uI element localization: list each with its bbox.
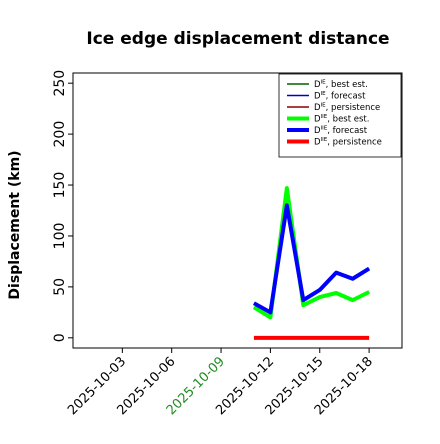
y-tick-label: 250 xyxy=(52,70,68,97)
plot-frame xyxy=(72,72,403,349)
legend-name: , forecast xyxy=(327,126,367,136)
legend-label: DIE, persistence xyxy=(314,103,380,114)
legend-name: , persistence xyxy=(326,103,381,113)
legend-symbol: D xyxy=(314,115,321,125)
legend-superscript: IE xyxy=(321,91,327,97)
data-line xyxy=(252,203,371,315)
legend-superscript: IIE xyxy=(321,114,328,120)
y-tick-label: 150 xyxy=(52,172,68,199)
legend-symbol: D xyxy=(314,138,321,148)
legend-label: DIIE, persistence xyxy=(314,137,382,148)
legend-label: DIE, best est. xyxy=(314,80,368,91)
legend-superscript: IIE xyxy=(321,137,328,143)
legend-label: DIIE, forecast xyxy=(314,126,368,137)
y-tick-label: 200 xyxy=(52,121,68,148)
legend-name: , best est. xyxy=(327,115,369,125)
y-axis-label: Displacement (km) xyxy=(7,150,23,299)
legend-name: , forecast xyxy=(326,92,366,102)
legend-symbol: D xyxy=(314,80,321,90)
legend-symbol: D xyxy=(314,103,321,113)
legend-label: DIIE, best est. xyxy=(314,114,369,125)
y-tick-label: 50 xyxy=(52,278,68,296)
legend-symbol: D xyxy=(314,92,321,102)
legend-superscript: IE xyxy=(321,80,327,86)
legend-name: , persistence xyxy=(327,138,382,148)
legend-label: DIE, forecast xyxy=(314,91,366,102)
chart-title: Ice edge displacement distance xyxy=(86,29,389,49)
y-tick-label: 100 xyxy=(52,223,68,250)
legend-symbol: D xyxy=(314,126,321,136)
legend-name: , best est. xyxy=(326,80,368,90)
y-tick-label: 0 xyxy=(52,333,68,342)
legend-superscript: IIE xyxy=(321,126,328,132)
legend-superscript: IE xyxy=(321,103,327,109)
